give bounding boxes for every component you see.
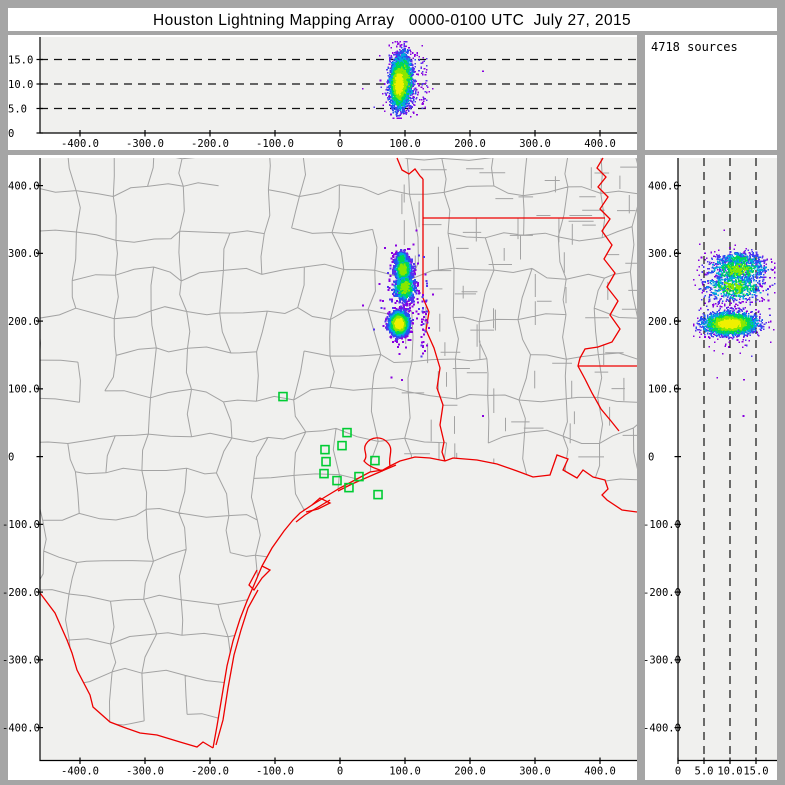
scatter-color-layer-1	[373, 248, 428, 358]
alt-ew-plot-area[interactable]	[40, 37, 637, 133]
page-title: Houston Lightning Mapping Array 0000-010…	[153, 12, 631, 29]
tick-label: 200.0	[8, 316, 40, 328]
tick-label: -100.0	[256, 138, 294, 150]
tick-label: -400.0	[61, 766, 99, 778]
tick-label: -300.0	[126, 138, 164, 150]
alt-ew-axes: -400.0 -300.0 -200.0 -100.0 0 100.0 200.0 300.0…	[8, 37, 637, 150]
tick-label: 0	[675, 766, 681, 778]
tick-label: 400.0	[648, 180, 680, 192]
tick-label: 5.0	[695, 766, 714, 778]
tick-label: 0	[337, 138, 343, 150]
tick-label: 10.0	[717, 766, 742, 778]
tick-label: -300.0	[643, 655, 681, 667]
tick-label: 300.0	[519, 766, 551, 778]
tick-label: -200.0	[191, 766, 229, 778]
panel-ns-vs-alt: 0 5.0 10.0 15.0 400.0 300.0 200.0 100.0 0 -100.0 -…	[643, 155, 777, 780]
tick-label: 100.0	[648, 384, 680, 396]
tx-la-border-sabine	[422, 179, 446, 462]
lma-station-marker	[332, 475, 342, 486]
tick-label: -300.0	[126, 766, 164, 778]
tick-label: 400.0	[584, 138, 616, 150]
lma-station-marker	[342, 427, 352, 438]
tick-label: 15.0	[8, 54, 33, 66]
lma-station-marker	[354, 471, 364, 482]
title-bar-background	[8, 8, 777, 31]
lma-station-marker	[370, 455, 380, 466]
map-plot-area[interactable]	[40, 158, 637, 761]
tick-label: 100.0	[389, 138, 421, 150]
mississippi-river-border	[577, 157, 621, 432]
tick-label: 300.0	[519, 138, 551, 150]
scatter-color-layer-5	[391, 263, 411, 332]
tick-label: 0	[648, 451, 654, 463]
tick-label: -400.0	[2, 722, 40, 734]
tick-label: 200.0	[648, 316, 680, 328]
ns-alt-axes: 0 5.0 10.0 15.0 400.0 300.0 200.0 100.0 0 -100.0 -…	[643, 158, 777, 778]
tick-label: 0	[8, 451, 14, 463]
alt-ew-dashed-gridlines	[40, 58, 637, 110]
alt-ew-scatter-points	[362, 41, 484, 120]
ns-alt-plot-area[interactable]	[678, 158, 777, 761]
tick-label: -400.0	[61, 138, 99, 150]
tick-label: 200.0	[454, 766, 486, 778]
tick-label: 200.0	[454, 138, 486, 150]
ns-alt-scatter-points	[692, 229, 776, 417]
tick-label: -300.0	[2, 655, 40, 667]
scatter-color-layer-6	[393, 318, 405, 330]
scatter-color-layer-0	[362, 41, 484, 120]
lma-station-marker	[373, 489, 383, 500]
lma-station-marker	[337, 440, 347, 451]
tick-label: -200.0	[643, 587, 681, 599]
title-bar: Houston Lightning Mapping Array 0000-010…	[8, 8, 777, 31]
lma-station-marker	[344, 482, 354, 493]
tick-label: 400.0	[8, 180, 40, 192]
corpus-bay-outline	[248, 565, 272, 592]
tick-label: -200.0	[2, 587, 40, 599]
scatter-color-layer-5	[712, 263, 751, 332]
tick-label: 0	[337, 766, 343, 778]
tick-label: 5.0	[8, 103, 27, 115]
barrier-island-padre	[215, 589, 259, 746]
scatter-color-layer-0	[361, 229, 484, 417]
sources-count-label: 4718 sources	[651, 40, 738, 54]
scatter-color-layer-6	[394, 73, 404, 96]
tick-label: 400.0	[584, 766, 616, 778]
tick-label: 100.0	[389, 766, 421, 778]
lma-station-marker	[278, 391, 288, 402]
tick-label: 100.0	[8, 384, 40, 396]
tick-label: 10.0	[8, 79, 33, 91]
scatter-color-layer-6	[717, 318, 742, 330]
tick-label: -200.0	[191, 138, 229, 150]
tick-label: -400.0	[643, 722, 681, 734]
lma-station-marker	[321, 456, 331, 467]
red-river-tx-ok-border	[396, 157, 424, 180]
tick-label: 300.0	[8, 248, 40, 260]
scatter-color-layer-4	[390, 255, 413, 335]
panel-map-plan-view: -400.0 -300.0 -200.0 -100.0 0 100.0 200.0 300.0…	[2, 155, 638, 780]
map-axes: -400.0 -300.0 -200.0 -100.0 0 100.0 200.0 300.0…	[2, 158, 637, 778]
lma-station-marker	[319, 468, 329, 479]
gulf-coastline	[212, 454, 638, 749]
barrier-island-matagorda	[295, 499, 331, 523]
lma-station-markers	[278, 391, 383, 500]
galveston-bay-outline	[363, 437, 392, 472]
rio-grande-border	[39, 592, 214, 749]
panel-sources: 4718 sources	[645, 35, 777, 150]
matagorda-bay-outline	[305, 497, 332, 513]
tick-label: -100.0	[643, 519, 681, 531]
panel-alt-vs-ew: -400.0 -300.0 -200.0 -100.0 0 100.0 200.0 300.0…	[8, 35, 637, 150]
map-scatter-points	[361, 229, 484, 417]
sources-panel-background	[645, 35, 777, 150]
lma-station-marker	[320, 444, 330, 455]
scatter-color-layer-4	[706, 255, 757, 335]
tick-label: -100.0	[256, 766, 294, 778]
tick-label: -100.0	[2, 519, 40, 531]
tick-label: 0	[8, 128, 14, 140]
tick-label: 300.0	[648, 248, 680, 260]
tick-label: 15.0	[743, 766, 768, 778]
